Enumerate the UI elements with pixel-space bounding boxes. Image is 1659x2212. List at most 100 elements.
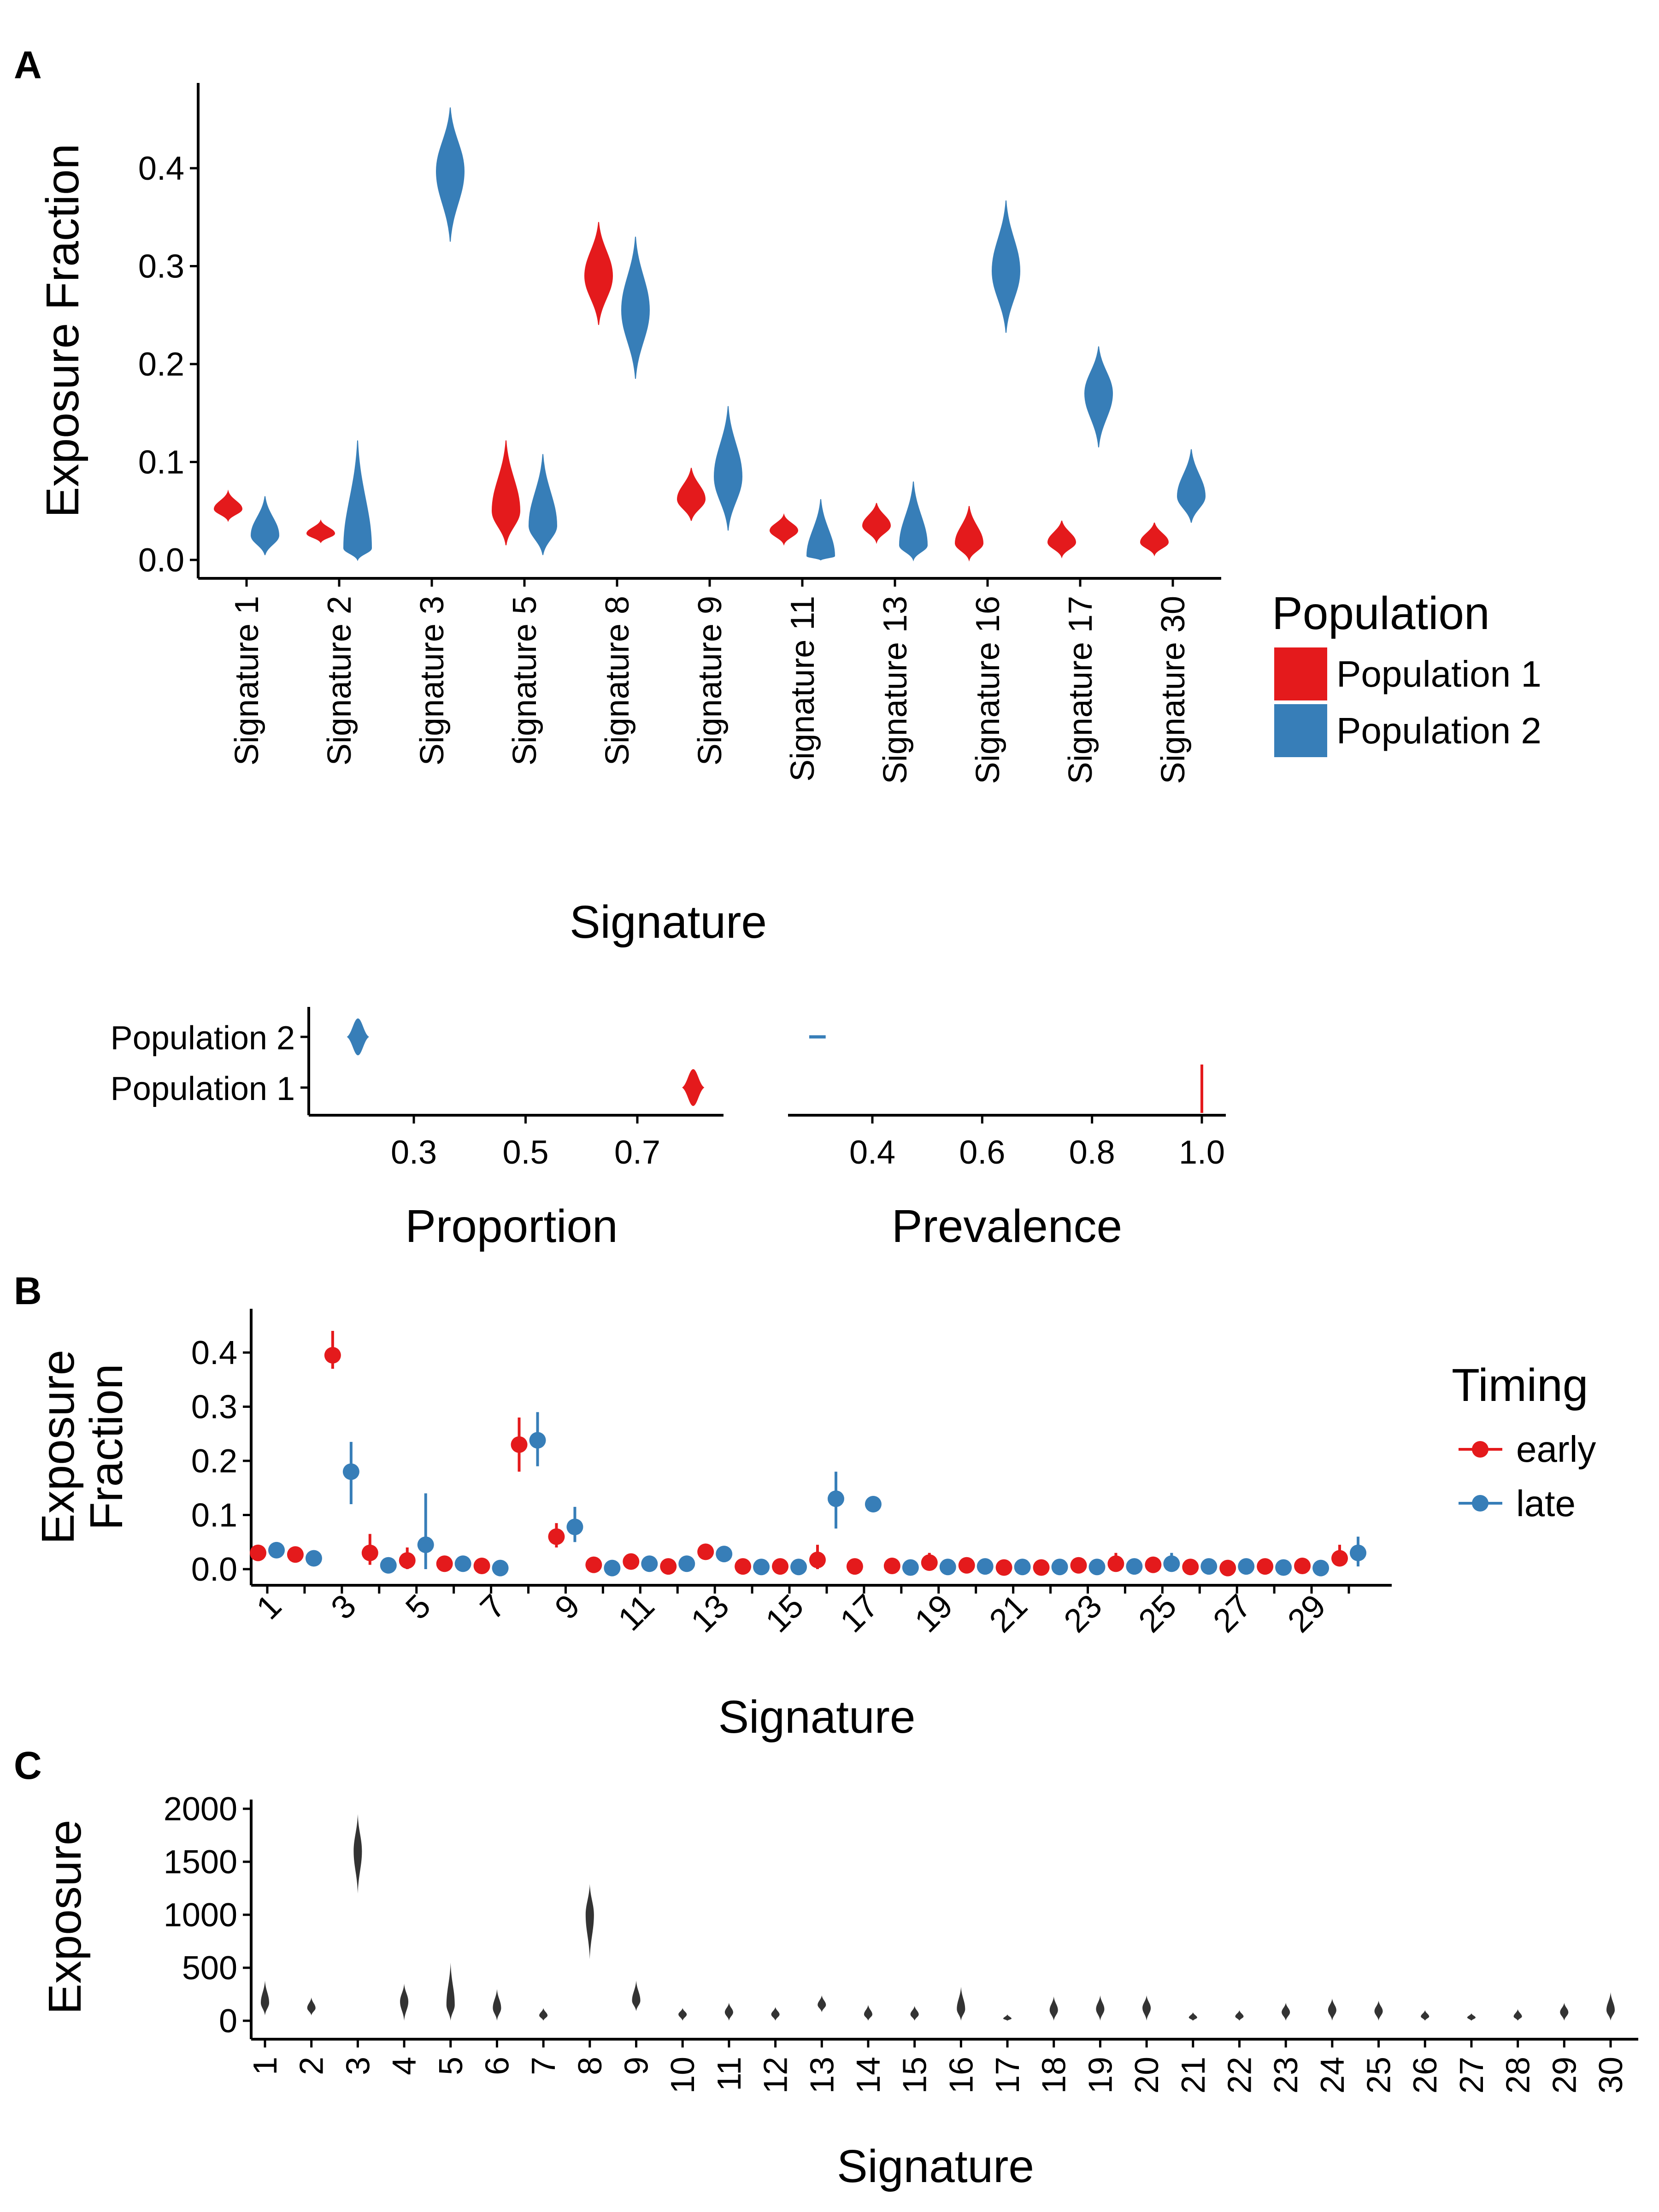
point-early	[1219, 1559, 1236, 1577]
legend-swatch-population-1	[1274, 647, 1327, 700]
x-tick-label: 11	[611, 1588, 661, 1638]
point-late	[492, 1559, 509, 1577]
point-late	[790, 1559, 807, 1576]
legend-point-late	[1472, 1495, 1488, 1512]
x-axis-title: Signature	[837, 2141, 1034, 2192]
panel-a-prevalence-chart: 0.4 0.6 0.8 1.0 Prevalence	[788, 1035, 1226, 1252]
point-late	[268, 1541, 285, 1559]
violin-population-2	[621, 236, 650, 379]
point-early	[846, 1558, 863, 1575]
point-late	[529, 1432, 546, 1449]
violin-signature-3	[353, 1814, 362, 1894]
point-late	[641, 1555, 658, 1572]
point-early	[548, 1528, 565, 1545]
violin-population-1	[491, 440, 521, 546]
x-tick-label: 24	[1314, 2057, 1351, 2094]
violin-signature-22	[1235, 2010, 1244, 2021]
violin-signature-10	[678, 2008, 687, 2021]
x-tick-label: 17	[989, 2057, 1026, 2094]
x-tick-label: 15	[897, 2057, 934, 2094]
panel-label-a: A	[14, 43, 42, 87]
point-late	[865, 1496, 882, 1512]
x-tick-label: 14	[850, 2057, 887, 2094]
x-tick-label: Signature 16	[970, 596, 1006, 784]
y-tick-label: 500	[182, 1950, 237, 1987]
x-tick-label: 25	[1131, 1588, 1183, 1640]
x-tick-label: 2	[294, 2057, 330, 2075]
x-axis-title: Prevalence	[892, 1200, 1122, 1252]
x-tick-label: 0.3	[391, 1134, 437, 1171]
x-tick-label: 18	[1036, 2057, 1073, 2094]
violin-signature-14	[864, 2005, 872, 2021]
legend-title: Timing	[1452, 1359, 1588, 1411]
x-tick-label: Signature 13	[877, 596, 914, 784]
point-late	[305, 1550, 322, 1567]
point-late	[902, 1559, 919, 1576]
point-early	[1294, 1557, 1311, 1574]
violin-population-1	[584, 222, 613, 325]
violin-population-2	[528, 454, 558, 555]
x-axis-title: Signature	[570, 896, 767, 948]
x-tick-label: 29	[1281, 1588, 1333, 1640]
violin-signature-2	[307, 1997, 316, 2016]
legend-label-late: late	[1516, 1483, 1576, 1524]
violin-signature-25	[1374, 2000, 1383, 2021]
y-tick-label: 0.4	[138, 150, 184, 187]
y-axis-title: Exposure Fraction	[37, 144, 88, 518]
violin-population-2	[435, 107, 465, 242]
violin-signature-30	[1606, 1992, 1615, 2021]
point-early	[436, 1555, 453, 1572]
point-early	[1182, 1559, 1199, 1576]
point-late	[939, 1559, 956, 1576]
x-tick-label: 1.0	[1179, 1134, 1225, 1171]
violin-population-2	[899, 481, 928, 562]
point-late	[342, 1463, 359, 1480]
point-late	[454, 1555, 471, 1572]
x-tick-label: 19	[1082, 2057, 1119, 2094]
violin-population-1	[769, 513, 799, 546]
point-late	[753, 1559, 770, 1576]
point-early	[287, 1546, 304, 1563]
legend-point-early	[1472, 1441, 1488, 1458]
violin-signature-26	[1421, 2010, 1430, 2021]
x-tick-label: 8	[572, 2057, 609, 2075]
x-tick-label: 21	[982, 1588, 1035, 1640]
x-tick-label: Signature 30	[1155, 596, 1192, 784]
y-tick-label: 0.3	[138, 248, 184, 285]
point-late	[1014, 1559, 1031, 1576]
violin-signature-5	[446, 1962, 455, 2021]
x-tick-label: 0.8	[1069, 1134, 1115, 1171]
violin-signature-24	[1328, 1998, 1336, 2021]
point-early	[1331, 1550, 1348, 1567]
x-tick-label: Signature 2	[321, 596, 358, 765]
violin-signature-28	[1513, 2009, 1522, 2021]
x-tick-label: 15	[759, 1588, 811, 1640]
point-early	[250, 1544, 266, 1561]
y-tick-label: 0.0	[138, 542, 184, 579]
legend-label-population-1: Population 1	[1336, 653, 1541, 694]
point-early	[1033, 1559, 1050, 1576]
point-early	[735, 1558, 752, 1575]
legend-label-population-2: Population 2	[1336, 710, 1541, 751]
point-late	[1312, 1559, 1330, 1577]
point-early	[1257, 1558, 1274, 1575]
x-tick-label: 5	[399, 1588, 438, 1627]
x-tick-label: Signature 3	[414, 596, 451, 765]
point-early	[361, 1544, 378, 1561]
y-tick-label: 0	[219, 2003, 237, 2040]
legend-label-early: early	[1516, 1429, 1596, 1470]
violin-population-2	[991, 200, 1021, 333]
violin-population-1	[682, 1069, 705, 1106]
y-tick-label: 0.0	[191, 1551, 237, 1588]
x-tick-label: Signature 11	[784, 596, 821, 782]
x-tick-label: Signature 17	[1062, 596, 1099, 784]
point-early	[1145, 1556, 1162, 1573]
y-tick-label: 2000	[164, 1791, 237, 1828]
point-late	[716, 1546, 733, 1563]
x-tick-label: Signature 9	[692, 596, 729, 765]
x-tick-label: 0.6	[959, 1134, 1005, 1171]
point-late	[1238, 1558, 1255, 1575]
x-tick-label: 20	[1129, 2057, 1165, 2094]
violin-population-1	[306, 519, 335, 543]
x-axis-title: Signature	[718, 1691, 915, 1743]
